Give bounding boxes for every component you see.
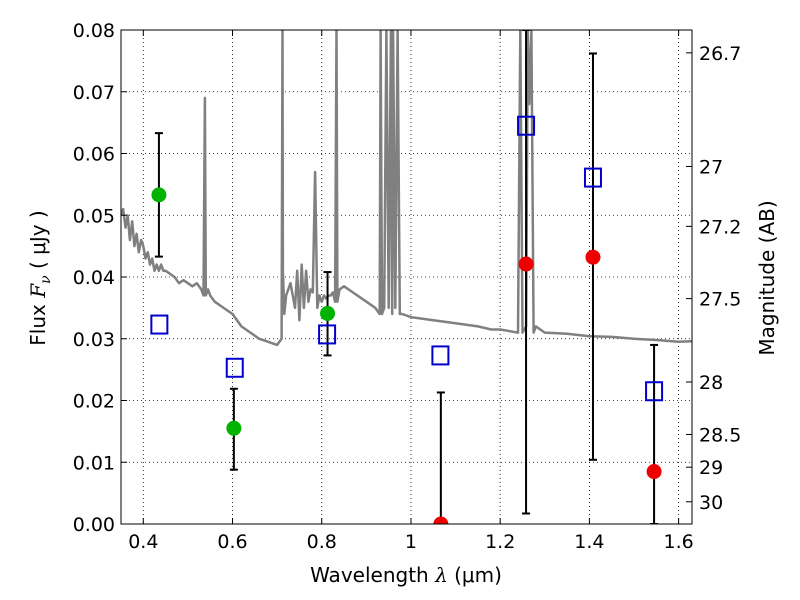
nondetection-point <box>433 516 449 524</box>
y2-axis-label: Magnitude (AB) <box>755 200 779 355</box>
x-tick-label: 0.4 <box>128 531 158 553</box>
mag-tick-label: 26.7 <box>699 43 741 65</box>
y-tick-label: 0.00 <box>73 514 115 536</box>
model-photometry-square <box>150 314 169 335</box>
y-tick-label: 0.02 <box>73 391 115 413</box>
model-photometry-square <box>431 345 450 366</box>
y-tick-label: 0.07 <box>73 82 115 104</box>
mag-tick-label: 30 <box>699 492 723 514</box>
model-photometry-square <box>517 115 536 136</box>
x-tick-label: 1 <box>405 531 417 553</box>
markers <box>150 115 664 524</box>
mag-tick-label: 27.5 <box>699 289 741 311</box>
x-tick-label: 1.4 <box>574 531 604 553</box>
x-tick-label: 0.8 <box>307 531 337 553</box>
model-photometry-square <box>583 167 602 188</box>
model-spectrum-line <box>121 30 692 347</box>
x-tick-label: 1.6 <box>664 531 694 553</box>
model-photometry-square <box>318 324 337 345</box>
nondetection-point <box>646 464 662 480</box>
nondetection-point <box>585 249 601 265</box>
y-tick-label: 0.06 <box>73 144 115 166</box>
y-tick-label: 0.08 <box>73 20 115 42</box>
mag-tick-label: 28 <box>699 372 723 394</box>
mag-tick-label: 28.5 <box>699 424 741 446</box>
x-tick-label: 0.6 <box>217 531 247 553</box>
y-axis-label: Flux Fν ( μJy ) <box>26 210 54 345</box>
x-tick-label: 1.2 <box>485 531 515 553</box>
y-tick-label: 0.05 <box>73 205 115 227</box>
detection-point <box>226 420 242 436</box>
mag-tick-label: 27.2 <box>699 216 741 238</box>
y-tick-label: 0.04 <box>73 267 115 289</box>
y-tick-label: 0.01 <box>73 452 115 474</box>
plot-area <box>121 30 692 524</box>
model-photometry-square <box>645 381 664 402</box>
x-axis-label: Wavelength λ (μm) <box>310 563 502 587</box>
errorbars <box>154 30 659 524</box>
mag-tick-label: 29 <box>699 457 723 479</box>
y-tick-label: 0.03 <box>73 329 115 351</box>
mag-tick-label: 27 <box>699 156 723 178</box>
detection-point <box>151 187 167 203</box>
model-photometry-square <box>225 357 244 378</box>
nondetection-point <box>518 256 534 272</box>
axis-ticks: 0.4 0.6 0.8 1 1.2 1.4 1.6 0.00 0.01 0.02 0.03 0.04 0… <box>73 20 742 553</box>
detection-point <box>320 305 336 321</box>
